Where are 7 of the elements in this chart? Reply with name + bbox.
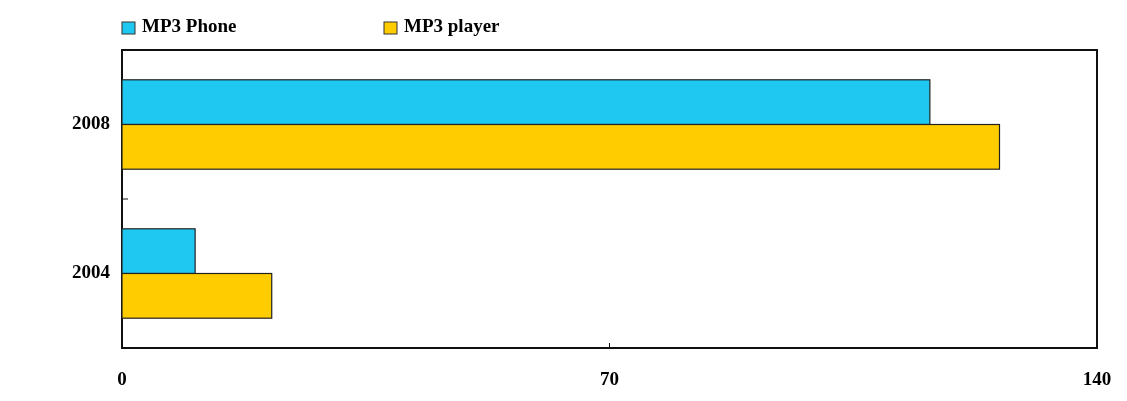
x-tick-label: 140 [1082,368,1112,389]
legend-label: MP3 Phone [142,15,237,37]
x-tick-label: 70 [600,368,619,389]
legend-label: MP3 player [404,15,501,37]
y-tick-label: 2004 [72,260,111,282]
y-tick-label: 2008 [72,111,110,133]
x-tick-label: 0 [117,368,127,389]
